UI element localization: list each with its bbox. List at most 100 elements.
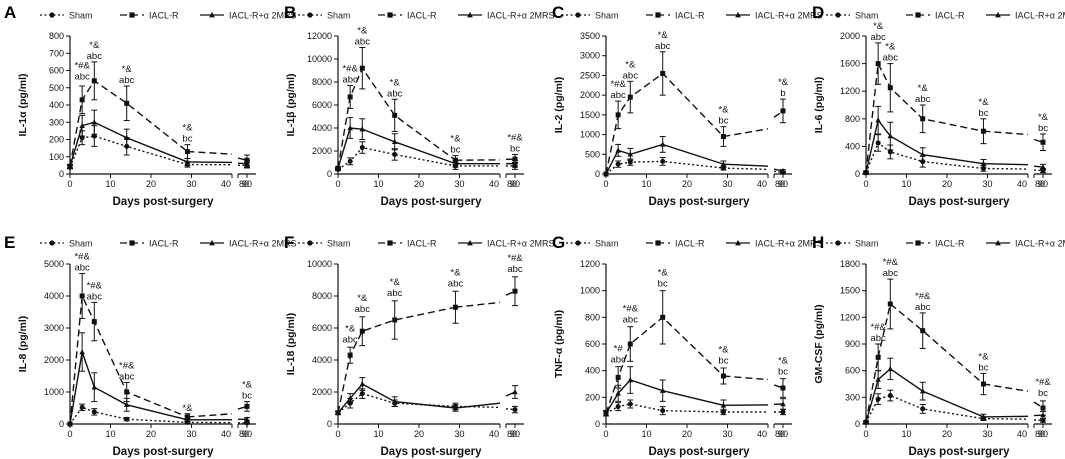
significance-annotation: *&: [182, 403, 193, 414]
panel-letter: B: [284, 3, 296, 22]
annotation-line: bc: [658, 278, 668, 289]
data-point: [91, 78, 97, 84]
annotation-line: *#&: [883, 257, 899, 268]
data-point: [124, 389, 130, 395]
annotation-line: *#: [614, 343, 624, 354]
y-tick-label: 2000: [312, 387, 332, 397]
x-tick-label: 90: [242, 429, 252, 439]
y-tick-label: 500: [49, 83, 64, 93]
legend: Sham IACL-R IACL-R+α 2MRS: [826, 11, 1065, 21]
data-point: [1040, 412, 1046, 418]
series-line: [605, 316, 724, 414]
annotation-line: bc: [242, 391, 252, 402]
data-point: [735, 11, 741, 18]
y-axis-title: IL-18 (pg/ml): [285, 313, 297, 375]
data-point: [720, 134, 726, 140]
x-tick-label: 0: [603, 429, 608, 439]
y-tick-label: 700: [49, 48, 64, 58]
annotation-line: *&: [122, 64, 133, 75]
y-tick-label: 3500: [580, 31, 600, 41]
x-tick-label: 40: [489, 179, 499, 189]
legend-item-iacl-r-alpha2mrs: IACL-R+α 2MRS: [458, 11, 554, 21]
annotation-line: abc: [610, 354, 626, 365]
legend-item-iacl-r-alpha2mrs: IACL-R+α 2MRS: [458, 239, 554, 249]
series-sham: [67, 403, 250, 427]
series-iacl-r: [863, 42, 1046, 176]
x-tick-label: 0: [67, 429, 72, 439]
data-point: [919, 388, 926, 394]
y-tick-label: 300: [49, 117, 64, 127]
panel-a: A Sham IACL-R IACL-R+α 2MRS0100200300400500…: [4, 3, 296, 208]
legend-item-sham: Sham: [40, 239, 93, 249]
x-tick-label: 40: [757, 429, 767, 439]
data-point: [512, 288, 518, 294]
y-tick-label: 4000: [312, 355, 332, 365]
data-point: [244, 416, 250, 422]
y-tick-label: 3000: [580, 51, 600, 61]
significance-annotation: *#abc: [610, 343, 626, 365]
annotation-line: abc: [387, 288, 403, 299]
data-point: [129, 240, 135, 246]
annotation-line: abc: [870, 333, 886, 344]
legend: Sham IACL-R IACL-R+α 2MRS: [566, 11, 822, 21]
data-point: [615, 404, 621, 410]
significance-annotation: *&abc: [915, 83, 931, 105]
data-point: [79, 349, 85, 355]
data-point: [123, 401, 130, 408]
data-point: [452, 160, 459, 166]
annotation-line: bc: [510, 143, 520, 154]
y-tick-label: 2000: [840, 31, 860, 41]
y-tick-label: 8000: [312, 77, 332, 87]
legend-item-sham: Sham: [566, 11, 619, 21]
y-axis-title: IL-1β (pg/ml): [285, 74, 297, 137]
panel-letter: H: [812, 233, 824, 252]
annotation-line: abc: [74, 263, 90, 274]
data-point: [67, 421, 73, 427]
annotation-line: *&: [357, 293, 368, 304]
legend-label: IACL-R+α 2MRS: [487, 239, 554, 249]
annotation-line: abc: [342, 74, 358, 85]
annotation-line: *&: [242, 380, 253, 391]
data-point: [1040, 164, 1046, 170]
annotation-line: bc: [718, 356, 728, 367]
annotation-line: abc: [387, 88, 403, 99]
annotation-line: abc: [355, 37, 371, 48]
legend: Sham IACL-R IACL-R+α 2MRS: [826, 239, 1065, 249]
x-tick-label: 40: [1017, 429, 1027, 439]
data-point: [335, 165, 341, 171]
legend-item-iacl-r: IACL-R: [646, 11, 705, 21]
significance-annotation: *#&abc: [883, 257, 899, 279]
legend-label: IACL-R: [935, 11, 965, 21]
annotation-line: abc: [655, 41, 671, 52]
data-point: [660, 314, 666, 320]
series-line-break-right: [773, 110, 784, 118]
panel-letter: D: [812, 3, 824, 22]
legend-item-iacl-r-alpha2mrs: IACL-R+α 2MRS: [726, 11, 822, 21]
legend-item-sham: Sham: [826, 11, 879, 21]
annotation-line: *&: [182, 403, 193, 414]
legend-label: Sham: [595, 11, 619, 21]
x-tick-label: 90: [1038, 429, 1048, 439]
data-point: [780, 401, 786, 407]
y-tick-label: 1200: [840, 86, 860, 96]
x-axis-title: Days post-surgery: [649, 446, 751, 458]
y-tick-label: 1000: [44, 387, 64, 397]
annotation-line: *#&: [870, 322, 886, 333]
x-axis-title: Days post-surgery: [909, 196, 1011, 208]
data-point: [91, 384, 98, 390]
data-point: [887, 85, 893, 91]
y-tick-label: 10000: [307, 54, 332, 64]
legend-label: IACL-R: [675, 239, 705, 249]
data-point: [79, 404, 85, 410]
significance-annotation: *&b: [778, 77, 789, 99]
annotation-line: *#&: [507, 132, 523, 143]
data-point: [655, 12, 661, 18]
data-point: [980, 381, 986, 387]
annotation-line: abc: [915, 302, 931, 313]
data-point: [627, 151, 634, 157]
x-tick-label: 80: [1035, 429, 1045, 439]
